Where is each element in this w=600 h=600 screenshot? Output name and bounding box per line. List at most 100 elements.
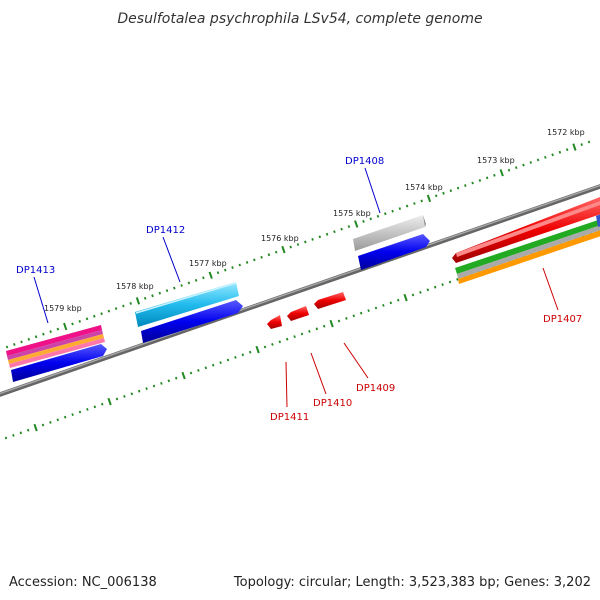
minor-tick [538,159,539,161]
minor-tick [145,297,146,299]
major-tick [404,294,406,301]
minor-tick [363,220,364,222]
minor-tick [385,213,386,215]
minor-tick [378,215,379,217]
minor-tick [265,346,266,348]
minor-tick [167,290,168,292]
minor-tick [516,167,517,169]
minor-tick [181,284,182,286]
minor-tick [457,278,458,280]
major-tick [137,298,139,305]
kbp-label: 1579 kbp [44,304,82,313]
minor-tick [205,367,206,369]
minor-tick [94,315,95,317]
minor-tick [442,284,443,286]
minor-tick [6,437,7,439]
minor-tick [14,343,15,345]
major-tick [210,272,212,279]
minor-tick [94,406,95,408]
minor-tick [102,403,103,405]
minor-tick [124,395,125,397]
minor-tick [552,154,553,156]
gene-dp1409-red[interactable] [314,292,346,309]
minor-tick [414,202,415,204]
minor-tick [239,264,240,266]
minor-tick [247,261,248,263]
major-tick [282,246,284,253]
minor-tick [261,256,262,258]
major-tick [182,372,184,379]
gene-label-dp1411[interactable]: DP1411 [270,412,309,423]
minor-tick [72,323,73,325]
minor-tick [407,205,408,207]
gene-label-dp1412[interactable]: DP1412 [146,225,185,236]
minor-tick [269,254,270,256]
minor-tick [117,398,118,400]
minor-tick [436,195,437,197]
minor-tick [80,411,81,413]
minor-tick [254,259,255,261]
minor-tick [427,289,428,291]
major-tick [256,346,258,353]
minor-tick [341,228,342,230]
minor-tick [57,419,58,421]
kbp-label: 1572 kbp [547,128,585,137]
minor-tick [196,279,197,281]
minor-tick [353,315,354,317]
gene-label-dp1407[interactable]: DP1407 [543,314,582,325]
minor-tick [480,179,481,181]
minor-tick [159,292,160,294]
minor-tick [109,310,110,312]
major-tick [428,195,430,202]
minor-tick [589,141,590,143]
minor-tick [242,354,243,356]
minor-tick [420,291,421,293]
minor-tick [324,325,325,327]
minor-tick [276,251,277,253]
minor-tick [346,317,347,319]
minor-tick [213,364,214,366]
callout-dp1408 [365,168,380,213]
minor-tick [72,414,73,416]
minor-tick [392,210,393,212]
minor-tick [465,184,466,186]
minor-tick [20,432,21,434]
gene-label-dp1409[interactable]: DP1409 [356,383,395,394]
minor-tick [309,330,310,332]
minor-tick [339,320,340,322]
kbp-label: 1575 kbp [333,209,371,218]
minor-tick [58,328,59,330]
minor-tick [509,169,510,171]
gene-label-dp1408[interactable]: DP1408 [345,156,384,167]
minor-tick [203,277,204,279]
minor-tick [450,281,451,283]
minor-tick [43,424,44,426]
gene-dp1410-red[interactable] [287,306,309,321]
minor-tick [228,359,229,361]
minor-tick [523,164,524,166]
minor-tick [123,305,124,307]
minor-tick [87,408,88,410]
minor-tick [327,233,328,235]
minor-tick [65,416,66,418]
major-tick [34,424,36,431]
minor-tick [50,421,51,423]
minor-tick [152,295,153,297]
kbp-label: 1578 kbp [116,282,154,291]
minor-tick [191,372,192,374]
minor-tick [530,161,531,163]
minor-tick [130,302,131,304]
gene-label-dp1413[interactable]: DP1413 [16,265,55,276]
gene-dp1411-red[interactable] [267,315,282,329]
accession-text: Accession: NC_006138 [9,575,157,590]
minor-tick [435,286,436,288]
minor-tick [370,218,371,220]
gene-label-dp1410[interactable]: DP1410 [313,398,352,409]
minor-tick [198,369,199,371]
minor-tick [443,192,444,194]
minor-tick [290,246,291,248]
minor-tick [28,429,29,431]
minor-tick [13,434,14,436]
minor-tick [560,151,561,153]
minor-tick [287,338,288,340]
